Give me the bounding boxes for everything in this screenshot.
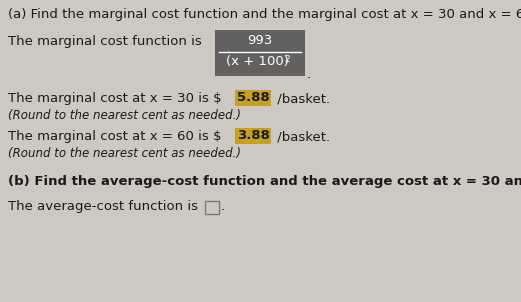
Text: The average-cost function is: The average-cost function is bbox=[8, 200, 198, 213]
Text: (x + 100): (x + 100) bbox=[226, 55, 289, 68]
Text: The marginal cost function is: The marginal cost function is bbox=[8, 35, 202, 48]
Text: /basket.: /basket. bbox=[273, 130, 330, 143]
Text: .: . bbox=[307, 68, 311, 81]
Text: 2: 2 bbox=[284, 55, 290, 64]
Bar bbox=[215, 30, 305, 76]
Bar bbox=[205, 201, 219, 214]
Text: (Round to the nearest cent as needed.): (Round to the nearest cent as needed.) bbox=[8, 109, 241, 122]
Text: The marginal cost at x = 30 is $: The marginal cost at x = 30 is $ bbox=[8, 92, 221, 105]
Text: 5.88: 5.88 bbox=[237, 91, 269, 104]
Bar bbox=[235, 128, 271, 144]
Text: /basket.: /basket. bbox=[273, 92, 330, 105]
Text: 993: 993 bbox=[247, 34, 272, 47]
Text: (Round to the nearest cent as needed.): (Round to the nearest cent as needed.) bbox=[8, 147, 241, 160]
Text: (b) Find the average-cost function and the average cost at x = 30 and x = 60.: (b) Find the average-cost function and t… bbox=[8, 175, 521, 188]
Text: The marginal cost at x = 60 is $: The marginal cost at x = 60 is $ bbox=[8, 130, 221, 143]
Text: 3.88: 3.88 bbox=[237, 129, 269, 142]
Bar bbox=[235, 90, 271, 106]
Text: .: . bbox=[221, 200, 225, 213]
Text: (a) Find the marginal cost function and the marginal cost at x = 30 and x = 60.: (a) Find the marginal cost function and … bbox=[8, 8, 521, 21]
